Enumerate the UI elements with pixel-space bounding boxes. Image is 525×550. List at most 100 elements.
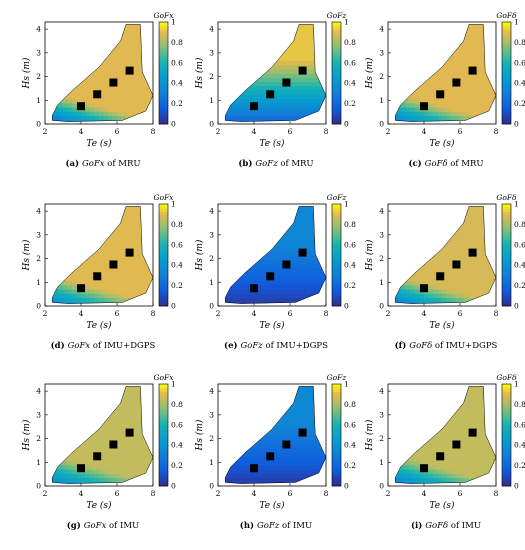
x-tick-label: 2 <box>216 489 221 498</box>
axes-box <box>387 203 497 307</box>
x-tick-label: 8 <box>324 309 329 318</box>
axes-box <box>217 383 327 487</box>
x-axis-label: Te (s) <box>429 138 455 149</box>
marker-2 <box>266 272 275 281</box>
marker-2 <box>266 90 275 99</box>
y-tick-label: 4 <box>379 25 384 34</box>
colorbar-tick-label: 0.8 <box>514 38 525 47</box>
x-axis-label: Te (s) <box>429 320 455 331</box>
y-axis-label: Hs (m) <box>194 57 205 89</box>
x-tick-label: 8 <box>151 127 156 136</box>
y-tick-label: 4 <box>36 25 41 34</box>
colorbar-tick-label: 1 <box>514 200 519 209</box>
x-tick-label: 8 <box>494 309 499 318</box>
y-tick-label: 0 <box>379 120 384 129</box>
x-tick-label: 4 <box>252 309 257 318</box>
marker-3 <box>109 260 118 269</box>
y-tick-label: 3 <box>209 410 214 419</box>
x-tick-label: 8 <box>494 127 499 136</box>
x-tick-label: 4 <box>422 127 427 136</box>
x-axis-label: Te (s) <box>259 138 285 149</box>
contour-fill <box>395 206 496 304</box>
marker-4 <box>468 66 477 75</box>
colorbar-label: GoFx <box>154 373 175 382</box>
x-tick-label: 8 <box>151 489 156 498</box>
x-tick-label: 6 <box>115 127 120 136</box>
colorbar-tick-label: 0.4 <box>514 261 525 270</box>
domain-outline <box>224 386 327 484</box>
marker-3 <box>282 260 291 269</box>
colorbar-tick-label: 0.6 <box>344 58 356 67</box>
y-tick-label: 4 <box>209 207 214 216</box>
y-tick-label: 1 <box>379 458 384 467</box>
x-tick-label: 4 <box>422 309 427 318</box>
colorbar-tick-label: 0.6 <box>171 240 183 249</box>
domain-outline <box>394 206 497 304</box>
y-tick-label: 3 <box>36 48 41 57</box>
colorbar-tick-label: 0 <box>344 482 349 491</box>
panel-caption: (h) GoFz of IMU <box>240 520 312 531</box>
colorbar-label: GoFδ <box>496 11 517 20</box>
colorbar-label: GoFδ <box>496 373 517 382</box>
colorbar-tick-label: 0.8 <box>171 38 183 47</box>
y-tick-label: 0 <box>209 302 214 311</box>
y-tick-label: 0 <box>209 482 214 491</box>
contour-fill <box>52 24 154 122</box>
colorbar-tick-label: 0.4 <box>514 79 525 88</box>
y-tick-label: 2 <box>209 254 214 263</box>
x-tick-label: 8 <box>151 309 156 318</box>
colorbar-label: GoFz <box>327 373 347 382</box>
y-tick-label: 1 <box>209 458 214 467</box>
x-tick-label: 6 <box>288 309 293 318</box>
colorbar-tick-label: 0.2 <box>514 461 525 470</box>
x-tick-label: 4 <box>79 127 84 136</box>
marker-4 <box>125 248 134 257</box>
colorbar-tick-label: 0.6 <box>514 420 525 429</box>
marker-3 <box>109 440 118 449</box>
y-tick-label: 2 <box>379 434 384 443</box>
x-tick-label: 6 <box>288 489 293 498</box>
domain-outline <box>51 24 154 122</box>
y-tick-label: 4 <box>209 25 214 34</box>
y-tick-label: 3 <box>36 230 41 239</box>
x-tick-label: 6 <box>458 489 463 498</box>
colorbar-tick-label: 0.6 <box>514 58 525 67</box>
colorbar-tick-label: 0.8 <box>171 220 183 229</box>
y-tick-label: 1 <box>209 278 214 287</box>
y-tick-label: 4 <box>36 207 41 216</box>
x-tick-label: 6 <box>458 127 463 136</box>
domain-outline <box>224 206 327 304</box>
colorbar-tick-label: 0.2 <box>344 281 356 290</box>
y-tick-label: 1 <box>36 458 41 467</box>
axes-box <box>44 21 154 125</box>
y-tick-label: 3 <box>379 48 384 57</box>
marker-1 <box>420 284 428 293</box>
marker-4 <box>298 248 307 257</box>
contour-fill <box>225 206 326 304</box>
marker-3 <box>452 260 461 269</box>
domain-outline <box>224 24 327 122</box>
panel-caption: (a) GoFx of MRU <box>65 158 140 169</box>
panel-caption: (f) GoFδ of IMU+DGPS <box>395 340 498 351</box>
colorbar-label: GoFδ <box>496 193 517 202</box>
y-tick-label: 1 <box>36 96 41 105</box>
x-axis-label: Te (s) <box>86 500 112 511</box>
x-tick-label: 2 <box>43 309 48 318</box>
marker-2 <box>436 272 445 281</box>
marker-3 <box>282 78 291 87</box>
contour-fill <box>395 24 496 122</box>
y-tick-label: 2 <box>209 434 214 443</box>
colorbar-label: GoFx <box>154 11 175 20</box>
x-tick-label: 4 <box>79 309 84 318</box>
colorbar-tick-label: 1 <box>514 380 519 389</box>
domain-outline <box>51 206 154 304</box>
colorbar-tick-label: 0.4 <box>344 261 356 270</box>
marker-4 <box>125 66 134 75</box>
y-tick-label: 3 <box>379 230 384 239</box>
colorbar-tick-label: 1 <box>171 200 176 209</box>
y-tick-label: 2 <box>379 72 384 81</box>
